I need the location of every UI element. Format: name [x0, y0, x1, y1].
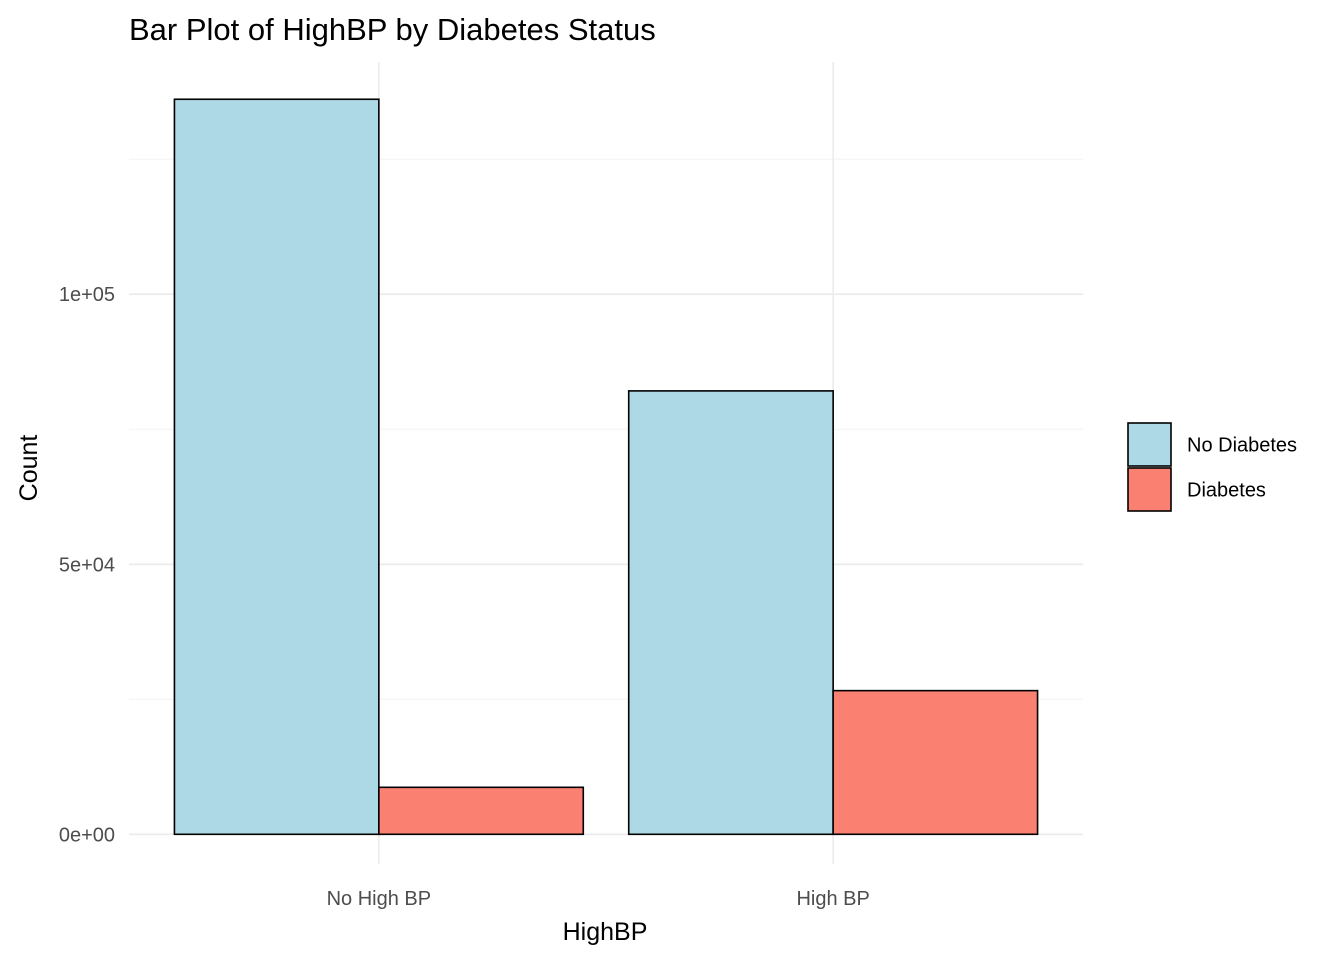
bar-no-high-bp-no-diabetes [173, 98, 380, 836]
bar-high-bp-no-diabetes [627, 390, 834, 836]
y-tick-label: 1e+05 [59, 284, 115, 306]
tick-labels: 0e+00 5e+04 1e+05 No High BP High BP [59, 284, 870, 910]
x-tick-label: No High BP [327, 888, 432, 910]
bar-no-high-bp-diabetes [378, 786, 585, 836]
legend-key-no-diabetes [1127, 422, 1172, 467]
bar-high-bp-diabetes [832, 689, 1039, 836]
legend: No Diabetes Diabetes [1127, 422, 1297, 512]
legend-key-diabetes [1127, 467, 1172, 512]
bars [173, 98, 1039, 836]
y-axis-title: Count [15, 435, 43, 502]
y-tick-label: 0e+00 [59, 824, 115, 846]
y-tick-label: 5e+04 [59, 554, 115, 576]
chart-title: Bar Plot of HighBP by Diabetes Status [129, 12, 656, 47]
x-axis-title: HighBP [563, 918, 648, 946]
legend-label: Diabetes [1187, 480, 1266, 502]
x-tick-label: High BP [796, 888, 869, 910]
legend-label: No Diabetes [1187, 435, 1297, 457]
